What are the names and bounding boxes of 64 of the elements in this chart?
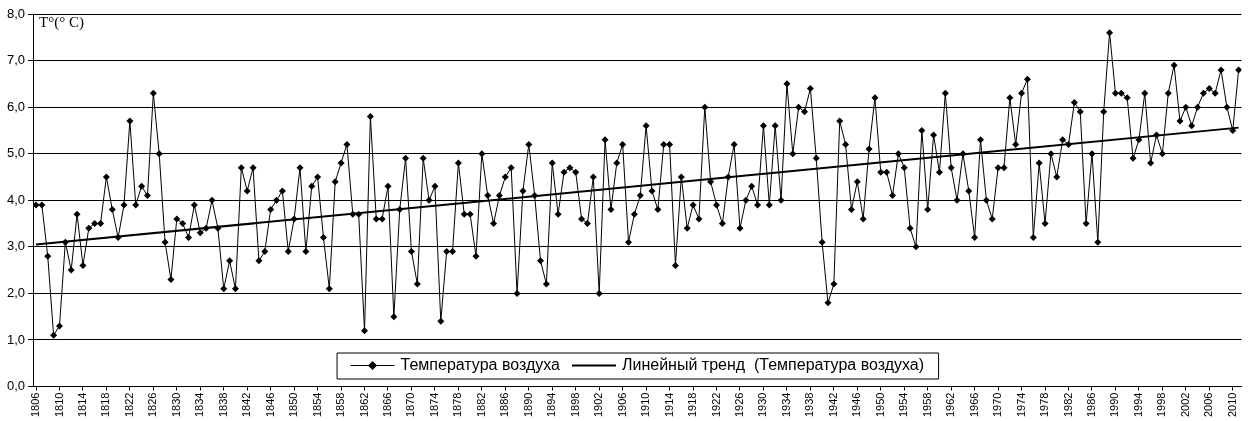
y-tick-label: 5,0 — [6, 145, 26, 161]
x-tick-label: 1922 — [709, 392, 722, 418]
x-tick-label: 1814 — [75, 392, 88, 418]
x-tick-label: 1870 — [404, 392, 417, 418]
x-tick-label: 1850 — [287, 392, 300, 418]
x-tick-label: 1950 — [873, 392, 886, 418]
x-tick-label: 1986 — [1085, 392, 1098, 418]
x-tick-label: 1806 — [29, 392, 42, 418]
x-tick-label: 1838 — [216, 392, 229, 418]
x-tick-label: 1946 — [850, 392, 863, 418]
y-tick-label: 4,0 — [6, 191, 26, 207]
y-tick-label: 6,0 — [6, 98, 26, 114]
x-tick-label: 1858 — [334, 392, 347, 418]
x-tick-label: 1810 — [52, 392, 65, 418]
x-tick-label: 1906 — [615, 392, 628, 418]
x-tick-label: 1878 — [451, 392, 464, 418]
x-tick-label: 1962 — [944, 392, 957, 418]
x-tick-label: 1974 — [1014, 392, 1027, 418]
x-tick-label: 1982 — [1061, 392, 1074, 418]
x-tick-label: 1830 — [169, 392, 182, 418]
x-tick-label: 1866 — [381, 392, 394, 418]
x-tick-label: 1834 — [193, 392, 206, 418]
x-tick-label: 1998 — [1155, 392, 1168, 418]
x-tick-label: 1902 — [592, 392, 605, 418]
legend-label: Температура воздуха — [400, 355, 561, 373]
x-tick-label: 1890 — [521, 392, 534, 418]
x-tick-label: 1862 — [357, 392, 370, 418]
x-tick-label: 2002 — [1178, 392, 1191, 418]
x-tick-label: 1958 — [920, 392, 933, 418]
x-tick-label: 1842 — [240, 392, 253, 418]
x-tick-label: 1910 — [639, 392, 652, 418]
x-tick-label: 1990 — [1108, 392, 1121, 418]
x-tick-label: 1882 — [474, 392, 487, 418]
x-tick-label: 1942 — [826, 392, 839, 418]
y-tick-label: 3,0 — [6, 238, 26, 254]
y-axis-title: T°(° C) — [39, 14, 84, 32]
x-tick-label: 1898 — [568, 392, 581, 418]
y-tick-label: 2,0 — [6, 284, 26, 300]
x-tick-label: 1826 — [146, 392, 159, 418]
x-tick-label: 2006 — [1202, 392, 1215, 418]
x-tick-label: 1914 — [662, 392, 675, 418]
y-tick-label: 7,0 — [6, 52, 26, 68]
x-tick-label: 1818 — [99, 392, 112, 418]
y-tick-label: 1,0 — [6, 331, 26, 347]
x-tick-label: 1918 — [686, 392, 699, 418]
x-tick-label: 1822 — [122, 392, 135, 418]
x-tick-label: 1874 — [427, 392, 440, 418]
y-tick-label: 0,0 — [6, 378, 26, 394]
x-tick-label: 1846 — [263, 392, 276, 418]
legend-label: Линейный тренд (Температура воздуха) — [621, 355, 925, 373]
x-tick-label: 1854 — [310, 392, 323, 418]
x-tick-label: 1970 — [991, 392, 1004, 418]
x-tick-label: 1934 — [779, 392, 792, 418]
y-tick-label: 8,0 — [6, 5, 26, 21]
x-tick-label: 1894 — [545, 392, 558, 418]
x-tick-label: 1926 — [733, 392, 746, 418]
x-tick-label: 1994 — [1131, 392, 1144, 418]
x-tick-label: 1978 — [1038, 392, 1051, 418]
x-tick-label: 1938 — [803, 392, 816, 418]
x-tick-label: 1886 — [498, 392, 511, 418]
x-tick-label: 1930 — [756, 392, 769, 418]
x-tick-label: 2010 — [1225, 392, 1238, 418]
x-tick-label: 1966 — [967, 392, 980, 418]
x-tick-label: 1954 — [897, 392, 910, 418]
